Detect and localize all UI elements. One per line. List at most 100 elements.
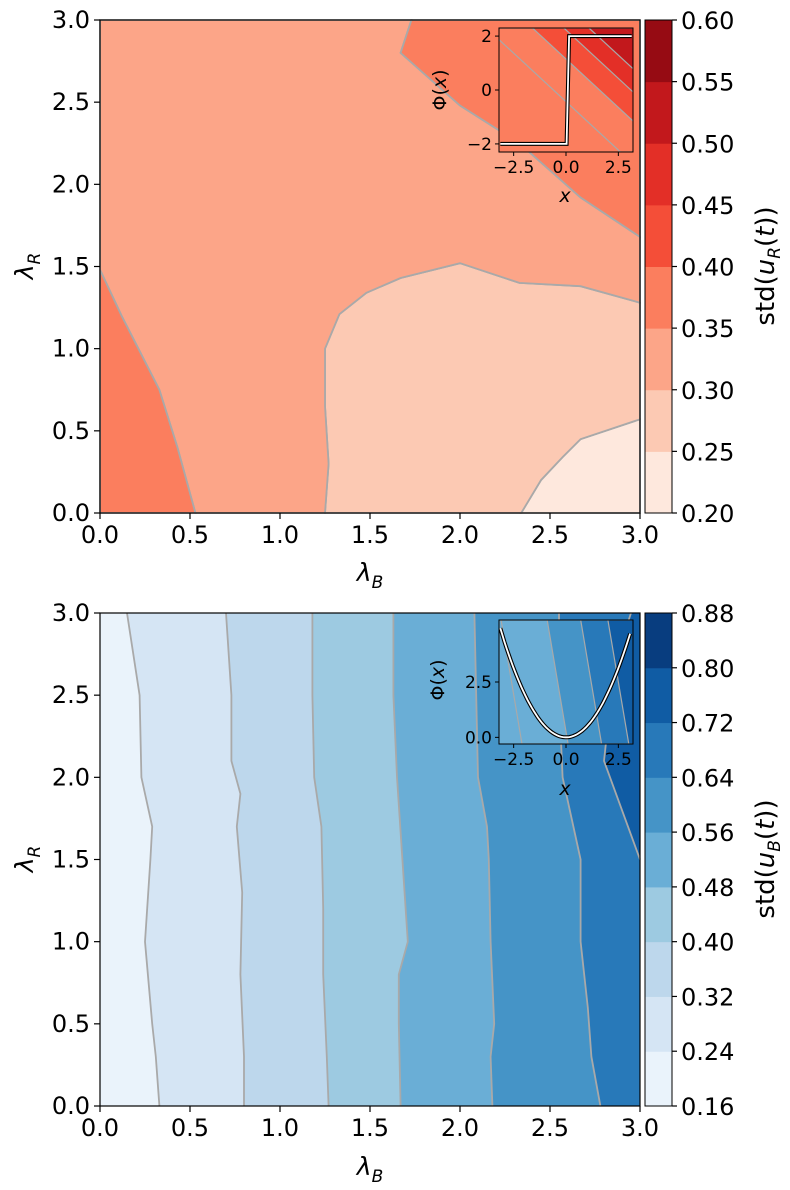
top-colorbar-tick-label: 0.40 [681,254,734,282]
bottom-y-tick-label: 0.0 [52,1092,90,1120]
top-axis-ticks: 0.0 0.5 1.0 1.5 2.0 2.5 3.0 0.0 0.5 1.0 1.5 2.0 2.5 3… [52,6,659,549]
bottom-contour-line-1 [225,612,245,1106]
bottom-inset-x-tick-label: −2.5 [493,750,534,770]
bottom-x-tick-label: 0.0 [81,1114,119,1142]
bottom-y-tick-label: 1.0 [52,928,90,956]
bottom-colorbar-tick-label: 0.72 [681,710,734,738]
bottom-y-tick-label: 1.5 [52,846,90,874]
top-colorbar-label: std(uR(t)) [751,206,785,325]
bottom-inset-y-tick-label: 2.5 [465,673,492,693]
top-inset-band [588,28,633,70]
bottom-x-tick-label: 1.0 [261,1114,299,1142]
top-colorbar-swatch [645,204,672,267]
top-x-tick-label: 0.0 [81,521,119,549]
top-colorbar-swatch [645,20,672,83]
bottom-y-tick-label: 2.0 [52,763,90,791]
top-colorbar: 0.20 0.25 0.30 0.35 0.40 0.45 0.50 0.55 0.60 [644,7,734,528]
top-colorbar-tick-label: 0.25 [681,438,734,466]
top-colorbar-swatch [645,143,672,206]
top-x-axis-label: λB [355,558,383,593]
top-inset-x-label: x [558,185,571,207]
top-colorbar-tick-label: 0.20 [681,500,734,528]
bottom-colorbar-swatch [645,777,672,833]
bottom-colorbar: 0.16 0.24 0.32 0.40 0.48 0.56 0.64 0.72 0.80 0.88 [644,600,734,1121]
top-y-tick-label: 1.5 [52,253,90,281]
bottom-x-tick-label: 1.5 [351,1114,389,1142]
top-x-tick-label: 1.5 [351,521,389,549]
top-y-tick-label: 1.0 [52,335,90,363]
bottom-contour-band-4 [393,613,495,1106]
bottom-contour-line-4 [473,612,496,1107]
bottom-inset-ticks: −2.5 0.0 2.50.02.5 [465,673,632,770]
top-y-tick-label: 3.0 [52,6,90,34]
top-inset-y-tick-label: −2 [467,135,492,155]
bottom-colorbar-tick-label: 0.64 [681,764,734,792]
bottom-colorbar-swatch [645,996,672,1052]
top-inset-x-tick-label: 2.5 [605,158,632,178]
bottom-inset: −2.5 0.0 2.50.02.5 x Φ(x) [427,619,634,800]
bottom-inset-x-tick-label: 2.5 [605,750,632,770]
top-inset-x-tick-label: −2.5 [493,158,534,178]
top-colorbar-swatch [645,266,672,329]
bottom-colorbar-tick-label: 0.24 [681,1038,734,1066]
bottom-colorbar-tick-label: 0.88 [681,600,734,628]
bottom-contour-band-0 [100,613,160,1106]
top-colorbar-swatch [645,328,672,391]
bottom-colorbar-label: std(uB(t)) [751,799,785,918]
top-inset-y-tick-label: 0 [481,81,492,101]
bottom-x-tick-label: 2.5 [531,1114,569,1142]
bottom-colorbar-swatch [645,886,672,943]
top-colorbar-tick-label: 0.50 [681,130,734,158]
bottom-colorbar-tick-label: 0.48 [681,874,734,902]
top-x-tick-label: 0.5 [171,521,209,549]
bottom-y-tick-label: 3.0 [52,599,90,627]
top-y-tick-label: 2.0 [52,170,90,198]
top-colorbar-tick-label: 0.30 [681,377,734,405]
bottom-colorbar-frame [644,612,673,1107]
top-colorbar-tick-label: 0.45 [681,192,734,220]
top-y-axis-label: λR [10,253,45,282]
bottom-inset-x-label: x [558,778,571,800]
top-y-tick-label: 0.0 [52,499,90,527]
bottom-colorbar-swatch [645,832,672,888]
bottom-colorbar-tick-label: 0.32 [681,983,734,1011]
bottom-colorbar-swatch [645,1051,672,1107]
top-inset-x-tick-label: 0.0 [552,158,579,178]
top-colorbar-tick-label: 0.60 [681,7,734,35]
top-y-tick-label: 0.5 [52,417,90,445]
top-x-tick-label: 2.5 [531,521,569,549]
bottom-contour-band-1 [127,613,244,1106]
bottom-colorbar-swatch [645,722,672,778]
bottom-y-tick-label: 2.5 [52,681,90,709]
bottom-contour-line-2 [311,613,330,1107]
bottom-colorbar-tick-label: 0.80 [681,655,734,683]
bottom-axis-ticks: 0.0 0.5 1.0 1.5 2.0 2.5 3.0 0.0 0.5 1.0 1.5 2.0 2.5 3… [52,599,659,1142]
top-colorbar-tick-label: 0.55 [681,69,734,97]
top-colorbar-tick-label: 0.35 [681,315,734,343]
bottom-x-axis-label: λB [355,1152,383,1187]
bottom-colorbar-tick-label: 0.40 [681,929,734,957]
bottom-contour-band-3 [312,613,408,1106]
bottom-colorbar-tick-label: 0.56 [681,819,734,847]
top-x-tick-label: 3.0 [621,521,659,549]
bottom-colorbar-swatch [645,941,672,997]
bottom-colorbar-tick-label: 0.16 [681,1093,734,1121]
bottom-contour-line-3 [392,613,409,1107]
top-y-tick-label: 2.5 [52,88,90,116]
top-x-tick-label: 1.0 [261,521,299,549]
bottom-inset-y-label: Φ(x) [427,659,449,700]
top-inset-curve [500,35,632,145]
top-colorbar-swatch [645,389,672,452]
bottom-inset-y-tick-label: 0.0 [465,728,492,748]
top-inset-y-tick-label: 2 [481,27,492,47]
top-colorbar-swatch [645,451,672,514]
bottom-chart: 0.0 0.5 1.0 1.5 2.0 2.5 3.0 0.0 0.5 1.0 1.5 2.0 2.5 3… [10,599,785,1187]
bottom-contour-band-2 [226,613,329,1106]
bottom-inset-x-tick-label: 0.0 [552,750,579,770]
bottom-inset-curve [499,627,631,739]
top-chart: 0.0 0.5 1.0 1.5 2.0 2.5 3.0 0.0 0.5 1.0 1.5 2.0 2.5 3… [10,6,785,593]
top-inset-y-label: Φ(x) [429,69,451,110]
bottom-y-tick-label: 0.5 [52,1010,90,1038]
top-inset-ticks: −2.5 0.0 2.5 −2 0 2 [467,27,632,178]
